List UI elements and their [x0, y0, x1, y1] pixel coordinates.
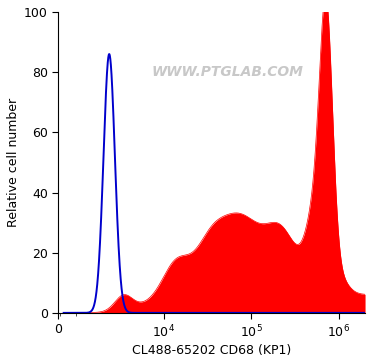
Y-axis label: Relative cell number: Relative cell number: [7, 98, 20, 227]
Text: WWW.PTGLAB.COM: WWW.PTGLAB.COM: [151, 65, 303, 79]
X-axis label: CL488-65202 CD68 (KP1): CL488-65202 CD68 (KP1): [132, 344, 291, 357]
